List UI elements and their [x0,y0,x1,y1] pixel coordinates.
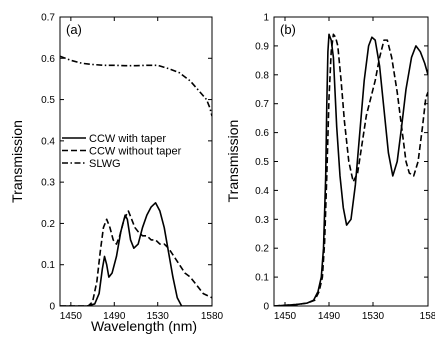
y-tick-label: 0.9 [255,41,269,52]
y-tick-label: 0.1 [255,273,269,284]
x-tick-label: 158 [420,311,435,322]
x-tick-label: 1490 [103,311,126,322]
series-group [60,55,212,306]
legend-label: CCW with taper [89,133,166,145]
panel-b: 0 0.1 0.2 0.3 0.4 0.5 0.6 0.7 0.8 0.9 1 1450 1490 153… [225,13,435,323]
x-tick-label: 1490 [318,311,341,322]
y-tick-label: 0.7 [255,99,269,110]
y-tick-label: 0.3 [255,215,269,226]
panel-label: (a) [66,22,82,37]
y-tick-label: 0 [49,302,55,313]
plot-frame [273,16,429,307]
y-tick-label: 0.3 [41,178,55,189]
series-line-ccw-without-taper [60,210,212,306]
x-tick-label: 1450 [274,311,297,322]
y-tick-label: 0.2 [41,219,55,230]
series-group [274,33,428,306]
y-tick-label: 0.1 [41,260,55,271]
legend-entry: CCW with taper [62,133,166,145]
x-tick-label: 1530 [147,311,170,322]
series-line-solid-0 [274,33,428,306]
x-axis-label: Wavelength (nm) [91,318,197,334]
y-tick-label: 0 [263,302,269,313]
legend-entry: CCW without taper [62,146,182,158]
y-tick-label: 0.2 [255,244,269,255]
plot-frame [59,16,213,307]
y-tick-label: 0.4 [255,186,269,197]
y-tick-label: 0.8 [255,70,269,81]
y-tick-label: 0.5 [255,157,269,168]
y-tick-label: 0.6 [255,128,269,139]
panel-label: (b) [280,22,296,37]
y-axis-label: Transmission [225,120,241,203]
legend-label: SLWG [89,158,121,170]
panel-a: 0 0.1 0.2 0.3 0.4 0.5 0.6 0.7 1450 1490 1530 1580 (a… [9,13,224,335]
x-tick-label: 1530 [362,311,385,322]
y-tick-label: 0.4 [41,136,55,147]
series-line-dashed-1 [274,33,428,306]
y-tick-label: 0.6 [41,54,55,65]
x-tick-label: 1450 [60,311,83,322]
series-line-slwg [60,55,212,117]
legend-label: CCW without taper [89,146,182,158]
x-tick-label: 1580 [201,311,224,322]
y-tick-label: 0.5 [41,95,55,106]
y-tick-label: 0.7 [41,13,55,24]
y-axis-label: Transmission [9,120,25,203]
series-line-ccw-with-taper [60,201,212,306]
y-tick-label: 1 [263,13,269,24]
legend-entry: SLWG [62,158,121,170]
